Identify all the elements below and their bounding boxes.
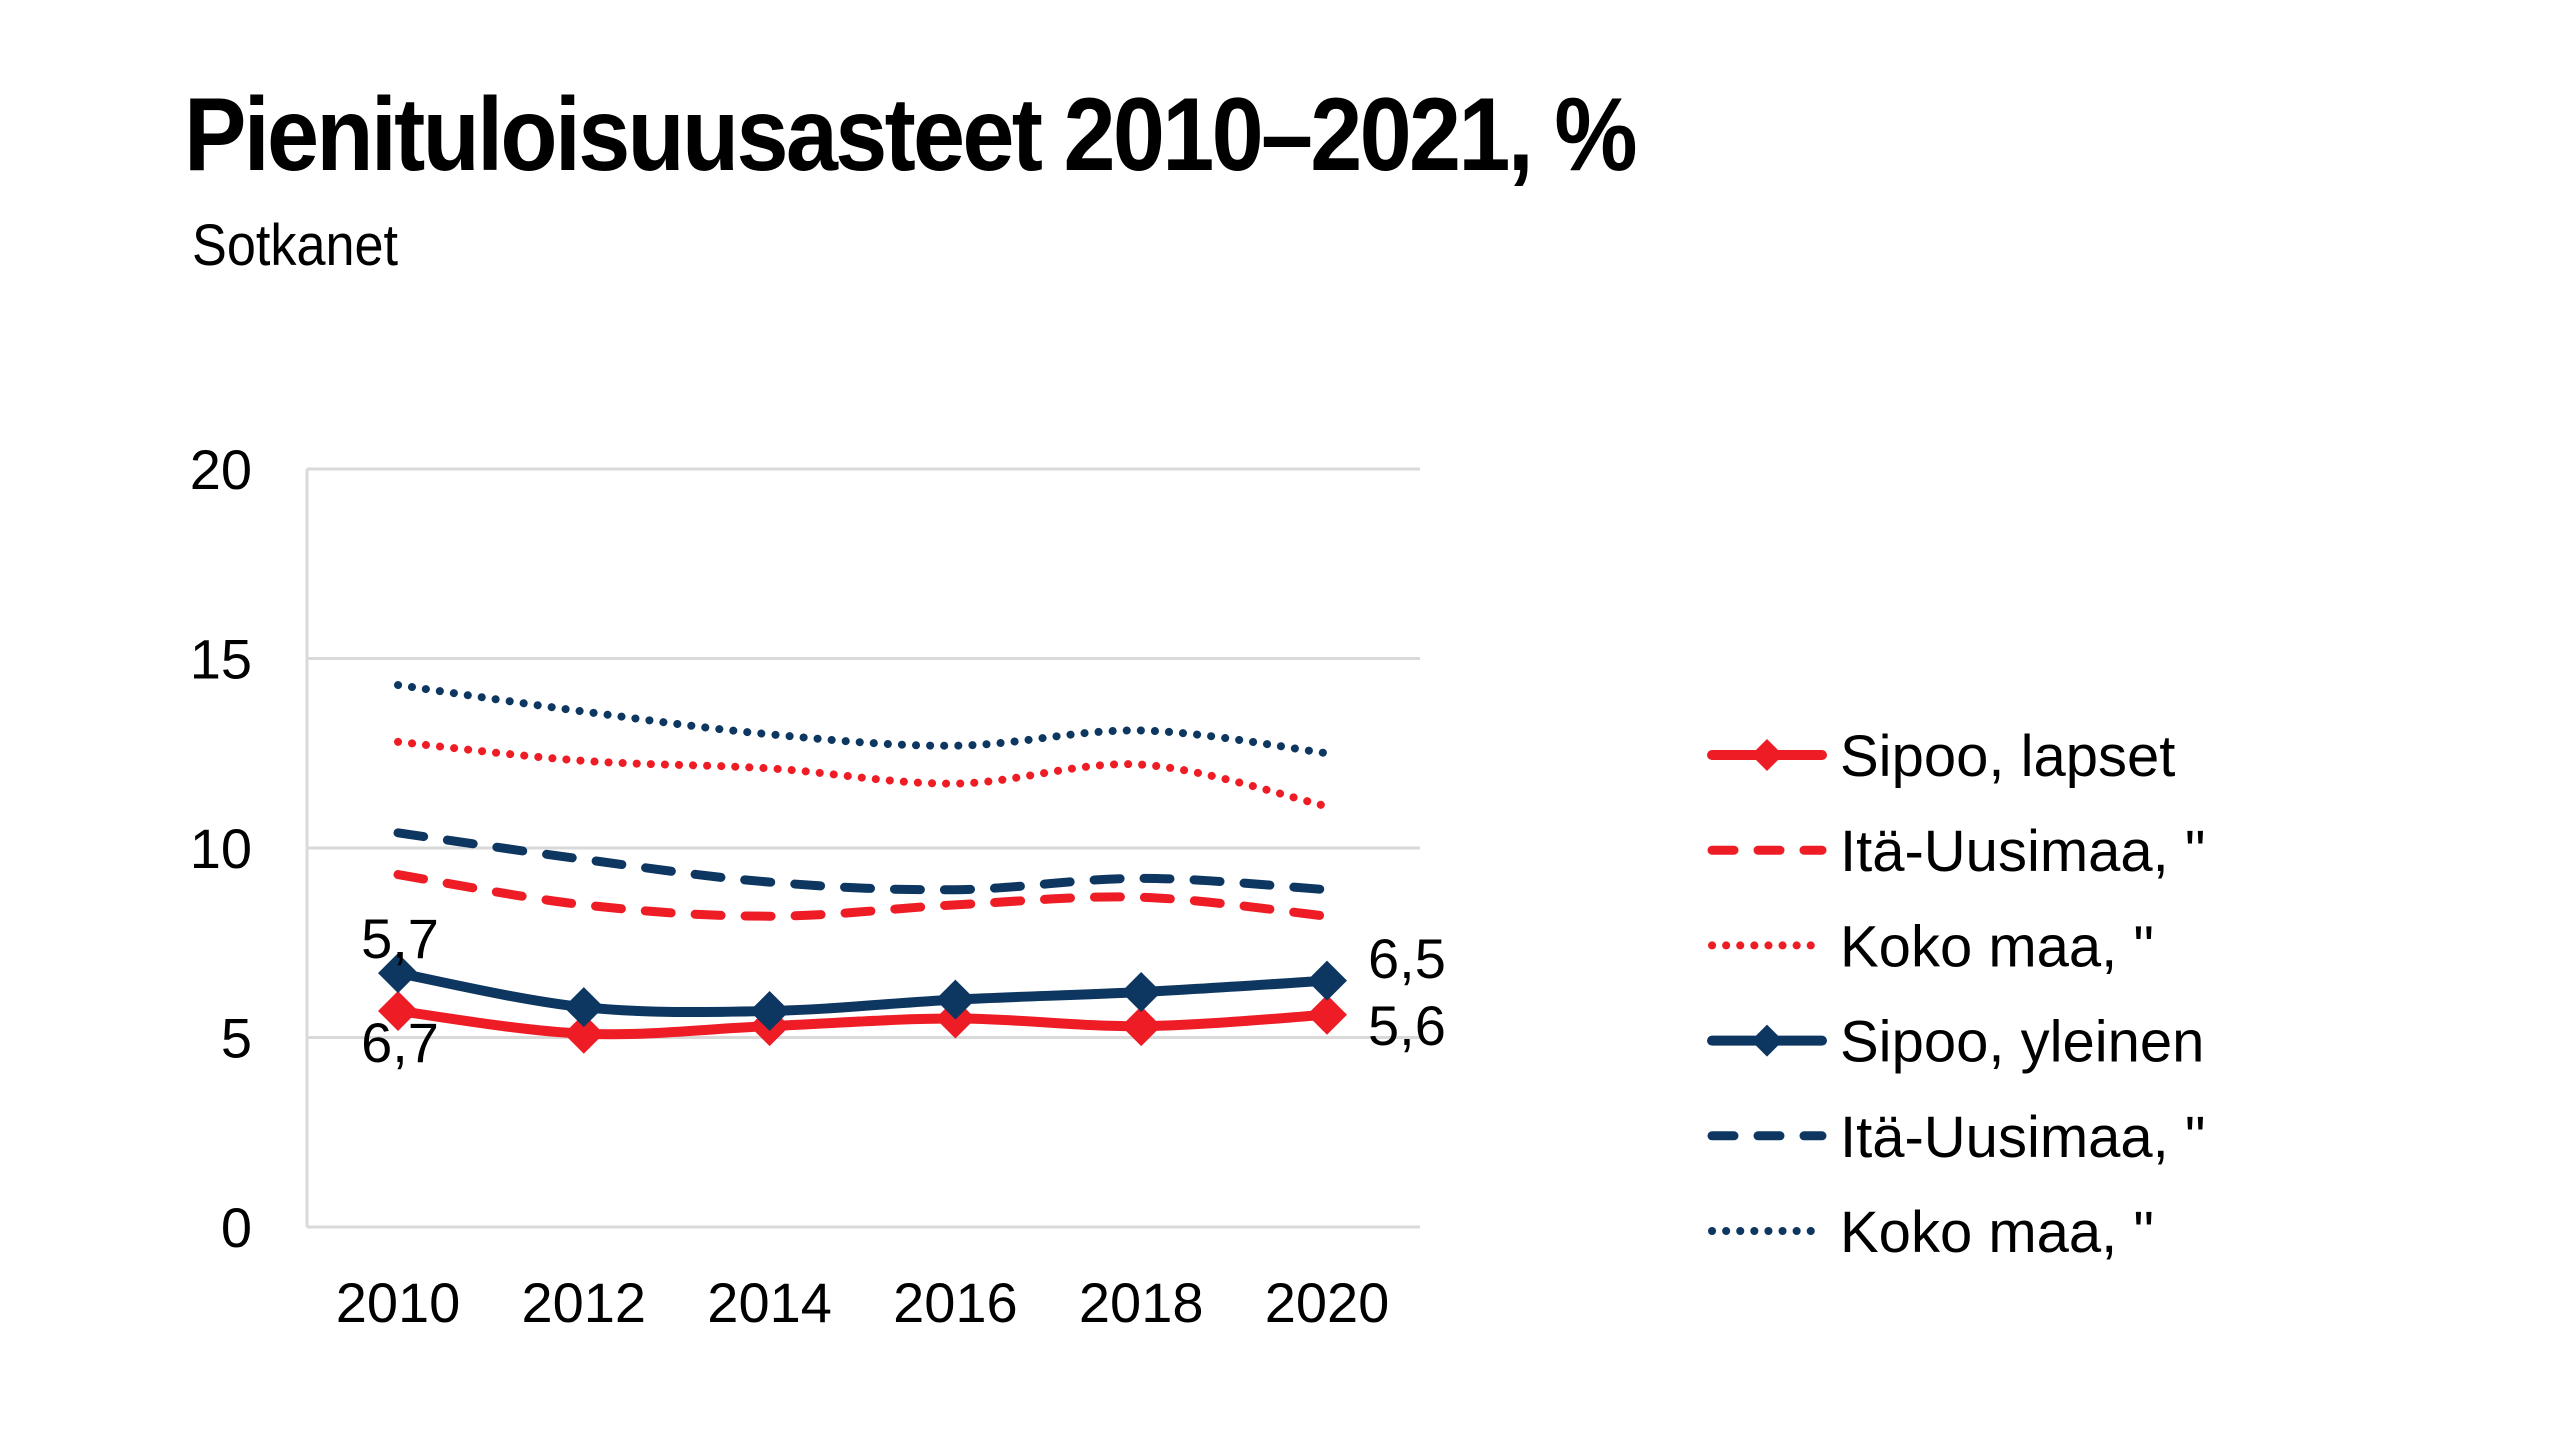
data-point-marker [1307, 994, 1347, 1035]
data-point-marker [563, 1013, 604, 1054]
series-line-4 [393, 828, 1332, 895]
data-point-marker [563, 987, 604, 1028]
x-tick-label: 2016 [893, 1271, 1018, 1334]
x-axis-tick-labels: 2010 2012 2014 2016 2018 2020 [336, 1271, 1390, 1334]
chart-subtitle: Sotkanet [192, 213, 399, 278]
data-point-marker [378, 990, 418, 1031]
legend-item: Itä-Uusimaa, " [1707, 819, 2205, 884]
legend-label: Sipoo, yleinen [1840, 1010, 2204, 1075]
data-label: 5,6 [1368, 994, 1446, 1057]
legend-label: Sipoo, lapset [1840, 724, 2175, 789]
legend-label: Itä-Uusimaa, " [1840, 1105, 2205, 1170]
gridlines [307, 467, 1420, 1229]
x-tick-label: 2012 [522, 1271, 647, 1334]
y-tick-label: 10 [190, 817, 252, 880]
data-label: 5,7 [361, 907, 439, 970]
series-line-5 [394, 681, 1331, 758]
x-tick-label: 2018 [1079, 1271, 1204, 1334]
legend-item: Koko maa, " [1708, 914, 2154, 979]
legend-item: Sipoo, yleinen [1707, 1010, 2204, 1075]
y-tick-label: 0 [221, 1196, 252, 1259]
legend-item: Sipoo, lapset [1707, 724, 2175, 789]
series-lines [393, 681, 1332, 1040]
data-point-marker [1121, 1006, 1162, 1047]
legend-label: Koko maa, " [1840, 1200, 2154, 1265]
legend-item: Koko maa, " [1708, 1200, 2154, 1265]
data-point-marker [1307, 960, 1347, 1001]
data-label: 6,5 [1368, 927, 1446, 990]
legend-item: Itä-Uusimaa, " [1707, 1105, 2205, 1170]
chart-title: Pienituloisuusasteet 2010–2021, % [184, 77, 1638, 193]
y-tick-label: 15 [190, 628, 252, 691]
series-markers [378, 953, 1347, 1054]
y-axis-tick-labels: 0 5 10 15 20 [190, 438, 252, 1259]
series-line-1 [393, 870, 1332, 921]
data-point-marker [935, 979, 976, 1020]
x-tick-label: 2010 [336, 1271, 461, 1334]
series-line-0 [393, 1005, 1332, 1040]
data-point-marker [378, 953, 418, 994]
data-point-marker [749, 990, 790, 1031]
data-label: 6,7 [361, 1011, 439, 1074]
y-tick-label: 20 [190, 438, 252, 501]
data-point-marker [1121, 972, 1162, 1013]
y-tick-label: 5 [221, 1007, 252, 1070]
legend-label: Itä-Uusimaa, " [1840, 819, 2205, 884]
legend-swatch-marker [1751, 1024, 1783, 1057]
series-line-3 [393, 968, 1332, 1018]
x-tick-label: 2020 [1265, 1271, 1390, 1334]
legend: Sipoo, lapset Itä-Uusimaa, " Koko maa, " Si… [1707, 724, 2205, 1265]
data-labels: 5,7 6,7 6,55,6 [361, 907, 1446, 1074]
series-line-2 [394, 737, 1331, 811]
legend-label: Koko maa, " [1840, 914, 2154, 979]
x-tick-label: 2014 [707, 1271, 832, 1334]
legend-swatch-marker [1751, 739, 1783, 771]
